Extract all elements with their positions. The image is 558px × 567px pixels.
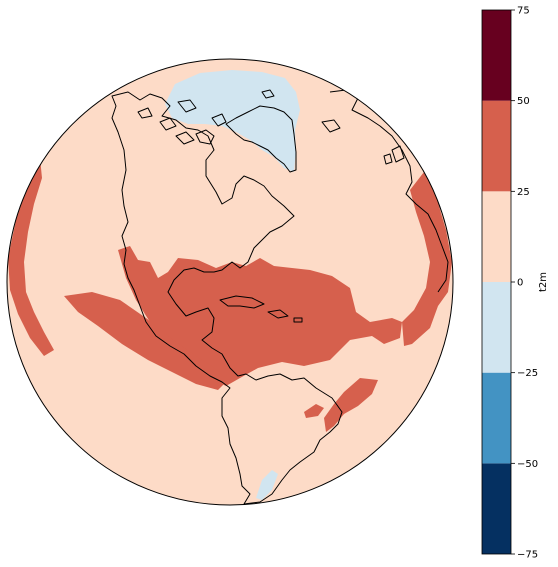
- region-southern-cold-patch: [256, 470, 278, 500]
- colorbar-band: [482, 10, 511, 101]
- colorbar-ticks: 75 50 25 0 −25 −50 −75: [511, 6, 538, 561]
- globe-outline: [6, 58, 454, 506]
- region-atlantic-patch: [304, 404, 324, 418]
- coastline-cuba: [219, 295, 265, 309]
- colorbar-band: [482, 191, 511, 282]
- colorbar-band: [482, 282, 511, 373]
- coastline-eurasia-edge: [329, 89, 449, 293]
- colorbar-band: [482, 372, 511, 464]
- colorbar-tick-label: 25: [517, 187, 530, 198]
- colorbar-tick-label: −50: [517, 459, 538, 470]
- colorbar-tick-label: 75: [517, 6, 530, 17]
- colorbar-tick-label: −25: [517, 368, 538, 379]
- coastline-puerto-rico: [293, 317, 303, 323]
- region-caribbean-gulf: [118, 246, 402, 386]
- colorbar-tick-label: −75: [517, 550, 538, 561]
- colorbar-band: [482, 463, 511, 554]
- coastline-greenland: [225, 105, 297, 173]
- region-pacific-west: [8, 158, 54, 356]
- coastline-uk: [383, 145, 405, 165]
- coastline-hispaniola: [267, 309, 289, 319]
- region-pacific-east: [64, 292, 228, 390]
- coastlines: [111, 89, 449, 505]
- region-arctic-greenland: [165, 70, 300, 172]
- coastline-arctic-islands: [137, 89, 275, 145]
- colorbar-tick-label: 50: [517, 96, 530, 107]
- colorbar-tick-label: 0: [517, 278, 523, 289]
- region-atlantic-equatorial: [324, 378, 378, 432]
- coastline-iceland: [321, 119, 341, 133]
- coastline-north-america: [111, 91, 343, 505]
- region-atlantic-east: [402, 172, 452, 346]
- colorbar-band: [482, 100, 511, 192]
- colorbar: [482, 10, 511, 554]
- field-layer: [8, 70, 452, 505]
- colorbar-label: t2m: [538, 272, 549, 292]
